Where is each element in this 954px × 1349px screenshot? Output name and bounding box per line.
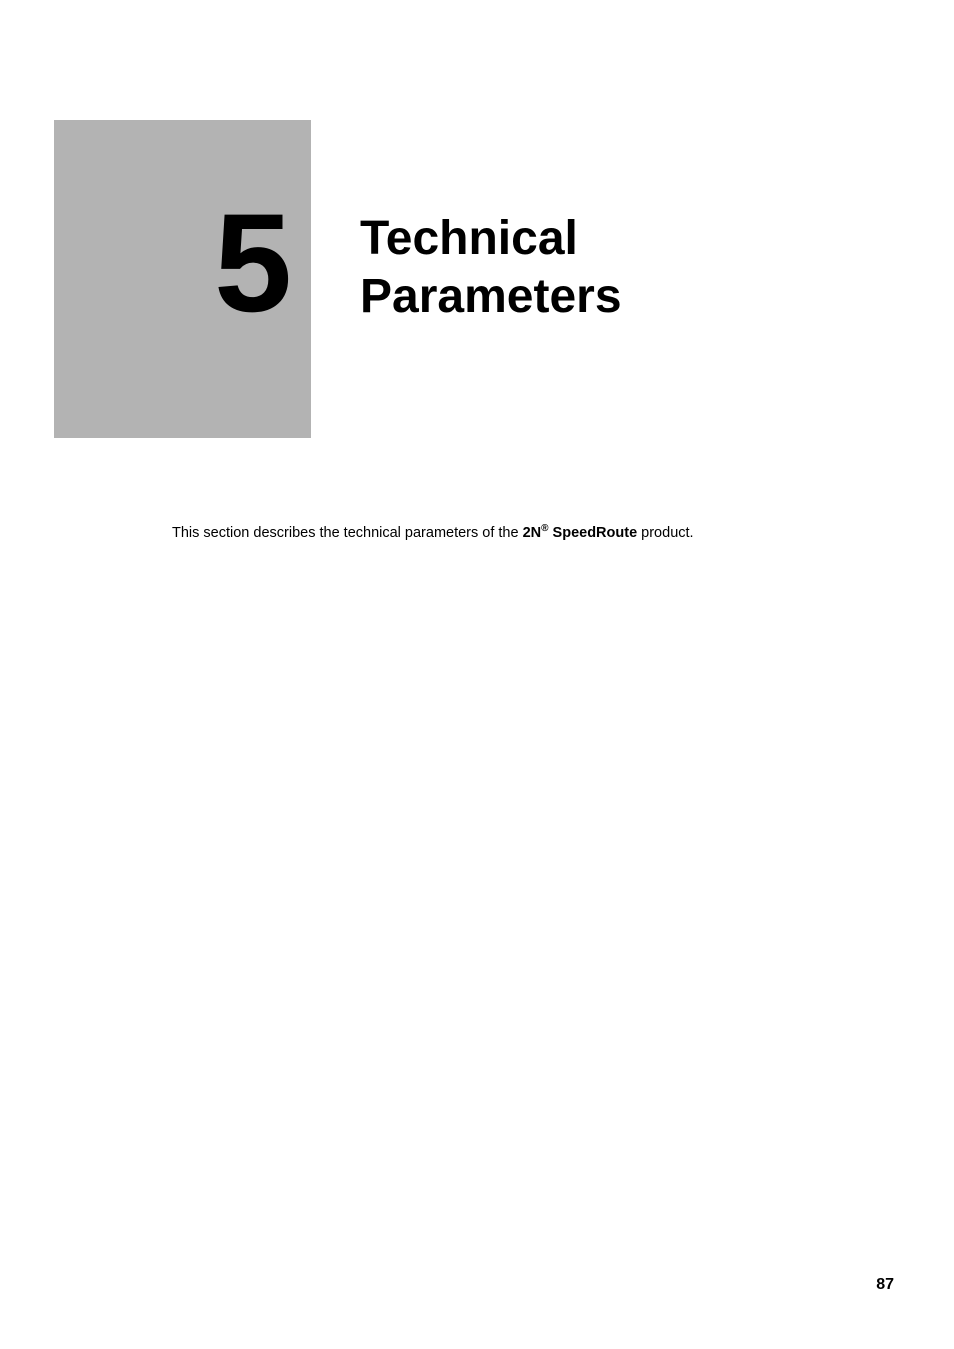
product-name: SpeedRoute (549, 525, 638, 541)
chapter-title: Technical Parameters (360, 210, 622, 325)
registered-symbol: ® (541, 523, 548, 534)
chapter-title-line1: Technical (360, 210, 622, 268)
chapter-description: This section describes the technical par… (172, 521, 694, 545)
description-suffix: product. (637, 525, 693, 541)
chapter-number: 5 (214, 193, 287, 333)
page-number: 87 (876, 1276, 894, 1294)
chapter-number-box: 5 (54, 120, 311, 438)
brand-name: 2N (523, 525, 542, 541)
description-prefix: This section describes the technical par… (172, 525, 523, 541)
chapter-title-line2: Parameters (360, 268, 622, 326)
